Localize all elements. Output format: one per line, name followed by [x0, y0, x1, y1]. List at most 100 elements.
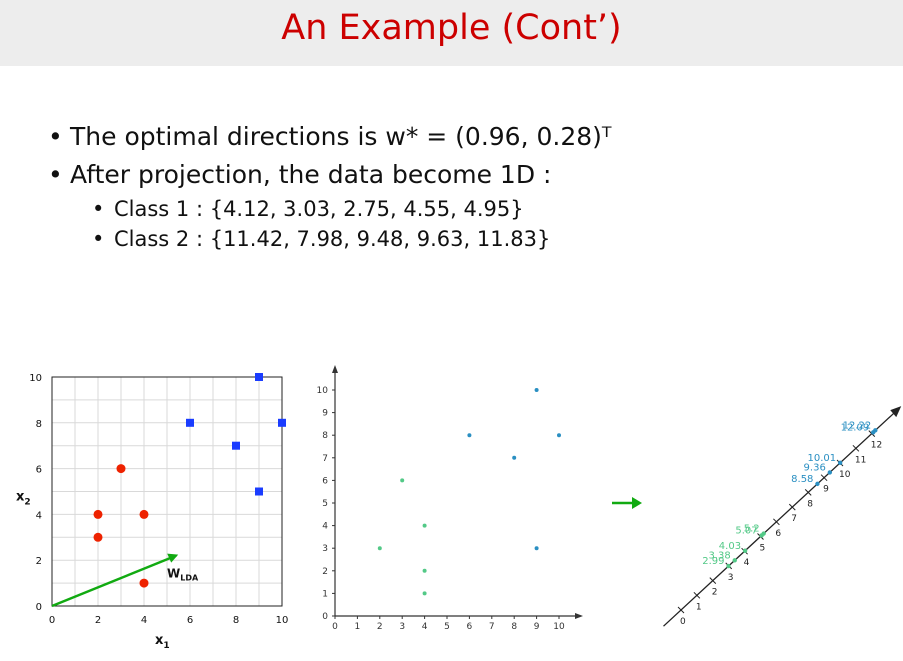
- sub-bullet-text: Class 1 : {4.12, 3.03, 2.75, 4.55, 4.95}: [114, 197, 524, 221]
- transition-arrow-head: [632, 497, 642, 509]
- class1-point: [93, 509, 103, 519]
- lda-direction-arrow: [51, 554, 177, 608]
- class1-point: [116, 464, 126, 474]
- class1-point: [400, 478, 405, 483]
- projection-tick-label: 1: [696, 602, 702, 612]
- class2-point: [467, 433, 472, 438]
- class1-projection-label: 2.99: [702, 556, 724, 567]
- class2-projection-label: 10.01: [808, 453, 837, 464]
- plot2-x-tick-label: 9: [534, 622, 540, 632]
- projection-tick-label: 3: [728, 573, 734, 583]
- plot1-ylabel: x2: [16, 490, 31, 508]
- sub-bullet-item: • Class 1 : {4.12, 3.03, 2.75, 4.55, 4.95…: [92, 197, 524, 221]
- plot2-x-tick-label: 7: [489, 622, 495, 632]
- class2-projection-label: 12.22: [843, 420, 872, 431]
- class1-point: [377, 546, 382, 551]
- plot2-x-arrow: [575, 613, 583, 619]
- lda-arrow-head: [167, 553, 179, 563]
- plot2-y-tick-label: 10: [317, 386, 329, 396]
- class2-projection-label: 12.09: [841, 422, 870, 433]
- plot1-y-tick-label: 6: [36, 465, 42, 476]
- class2-projection-label: 8.58: [791, 474, 813, 485]
- projection-tick-label: 6: [775, 529, 781, 539]
- plot2-y-tick-label: 5: [322, 499, 328, 509]
- class1-projection-label: 5.2: [744, 524, 760, 535]
- projection-tick-label: 2: [712, 588, 718, 598]
- plot2-y-tick-label: 9: [322, 409, 328, 419]
- slide-title: An Example (Cont’): [281, 8, 622, 48]
- plot2-y-tick-label: 2: [322, 567, 328, 577]
- projection-line: [663, 411, 897, 627]
- class2-point: [255, 487, 263, 496]
- projection-tick: [804, 489, 812, 496]
- bullet-list: • The optimal directions is w* = (0.96, 0…: [48, 118, 612, 254]
- class1-projected-point: [742, 548, 748, 553]
- projection-tick-label: 4: [744, 558, 750, 568]
- projection-tick: [820, 474, 828, 482]
- projection-arrow-head: [890, 406, 902, 418]
- plot2-x-tick-label: 8: [511, 622, 517, 632]
- plot2-y-tick-label: 4: [322, 522, 328, 532]
- class1-point: [93, 532, 103, 542]
- class2-point: [278, 418, 286, 427]
- projection-tick-label: 11: [855, 455, 866, 465]
- plot2-x-tick-label: 0: [332, 622, 338, 632]
- projection-tick: [788, 503, 796, 511]
- class1-point: [422, 523, 427, 528]
- class2-projected-point: [837, 460, 843, 466]
- class2-point: [534, 388, 539, 392]
- bullet-text: After projection, the data become 1D :: [70, 160, 552, 189]
- plot1-y-tick-label: 8: [36, 419, 42, 430]
- projection-tick-label: 10: [839, 470, 851, 480]
- projection-tick-label: 5: [760, 544, 766, 554]
- projection-tick: [773, 518, 780, 526]
- plot1-x-tick-label: 8: [233, 615, 239, 626]
- sub-bullet-item: • Class 2 : {11.42, 7.98, 9.48, 9.63, 11.…: [92, 227, 551, 251]
- class2-projected-point: [873, 428, 878, 433]
- plot1-x-tick-label: 6: [187, 615, 193, 626]
- plot2-y-tick-label: 7: [322, 454, 328, 464]
- projection-tick-label: 9: [823, 485, 829, 495]
- class1-projection-label: 5.07: [735, 525, 757, 536]
- class2-point: [512, 455, 517, 460]
- plot1-y-tick-label: 0: [36, 602, 42, 613]
- projection-tick-label: 0: [680, 617, 686, 627]
- plot1-x-tick-label: 4: [141, 615, 147, 626]
- plot1-frame: [51, 376, 283, 607]
- class2-point: [232, 441, 240, 450]
- plot1-xlabel: x1: [155, 633, 170, 651]
- plot2-y-arrow: [332, 365, 338, 373]
- class2-projected-point: [827, 470, 833, 475]
- title-bar: [0, 0, 903, 66]
- class2-point: [534, 546, 539, 551]
- plot2-y-tick-label: 3: [322, 544, 328, 554]
- plot1-y-tick-label: 2: [36, 556, 42, 567]
- projection-tick: [852, 444, 860, 452]
- class1-point: [422, 568, 427, 573]
- plot2-y-tick-label: 8: [322, 431, 328, 441]
- class1-projected-point: [761, 531, 766, 536]
- lda-annotation: WLDA: [167, 566, 199, 582]
- class2-point: [255, 373, 263, 381]
- plot2-x-tick-label: 6: [467, 622, 473, 632]
- class1-projection-label: 3.38: [708, 550, 730, 561]
- plot2-x-tick-label: 4: [422, 622, 428, 632]
- class1-projected-point: [726, 563, 731, 569]
- projection-tick: [709, 577, 717, 584]
- class1-projection-label: 4.03: [719, 541, 741, 552]
- class2-point: [186, 418, 194, 427]
- plot1-x-tick-label: 10: [276, 615, 289, 626]
- plot1-x-tick-label: 0: [49, 615, 55, 626]
- plot2-x-tick-label: 10: [553, 622, 565, 632]
- plot1-y-tick-label: 4: [36, 510, 42, 521]
- bullet-text: The optimal directions is w* = (0.96, 0.…: [70, 122, 612, 151]
- bullet-item: • The optimal directions is w* = (0.96, 0…: [48, 122, 612, 151]
- bullet-item: • After projection, the data become 1D :: [48, 160, 552, 189]
- class2-projected-point: [815, 481, 820, 487]
- plot1-y-tick-label: 10: [29, 373, 42, 384]
- sub-bullet-text: Class 2 : {11.42, 7.98, 9.48, 9.63, 11.8…: [114, 227, 551, 251]
- plot2-y-tick-label: 6: [322, 476, 328, 486]
- plot2-x-tick-label: 3: [399, 622, 405, 632]
- plot2-x-tick-label: 5: [444, 622, 450, 632]
